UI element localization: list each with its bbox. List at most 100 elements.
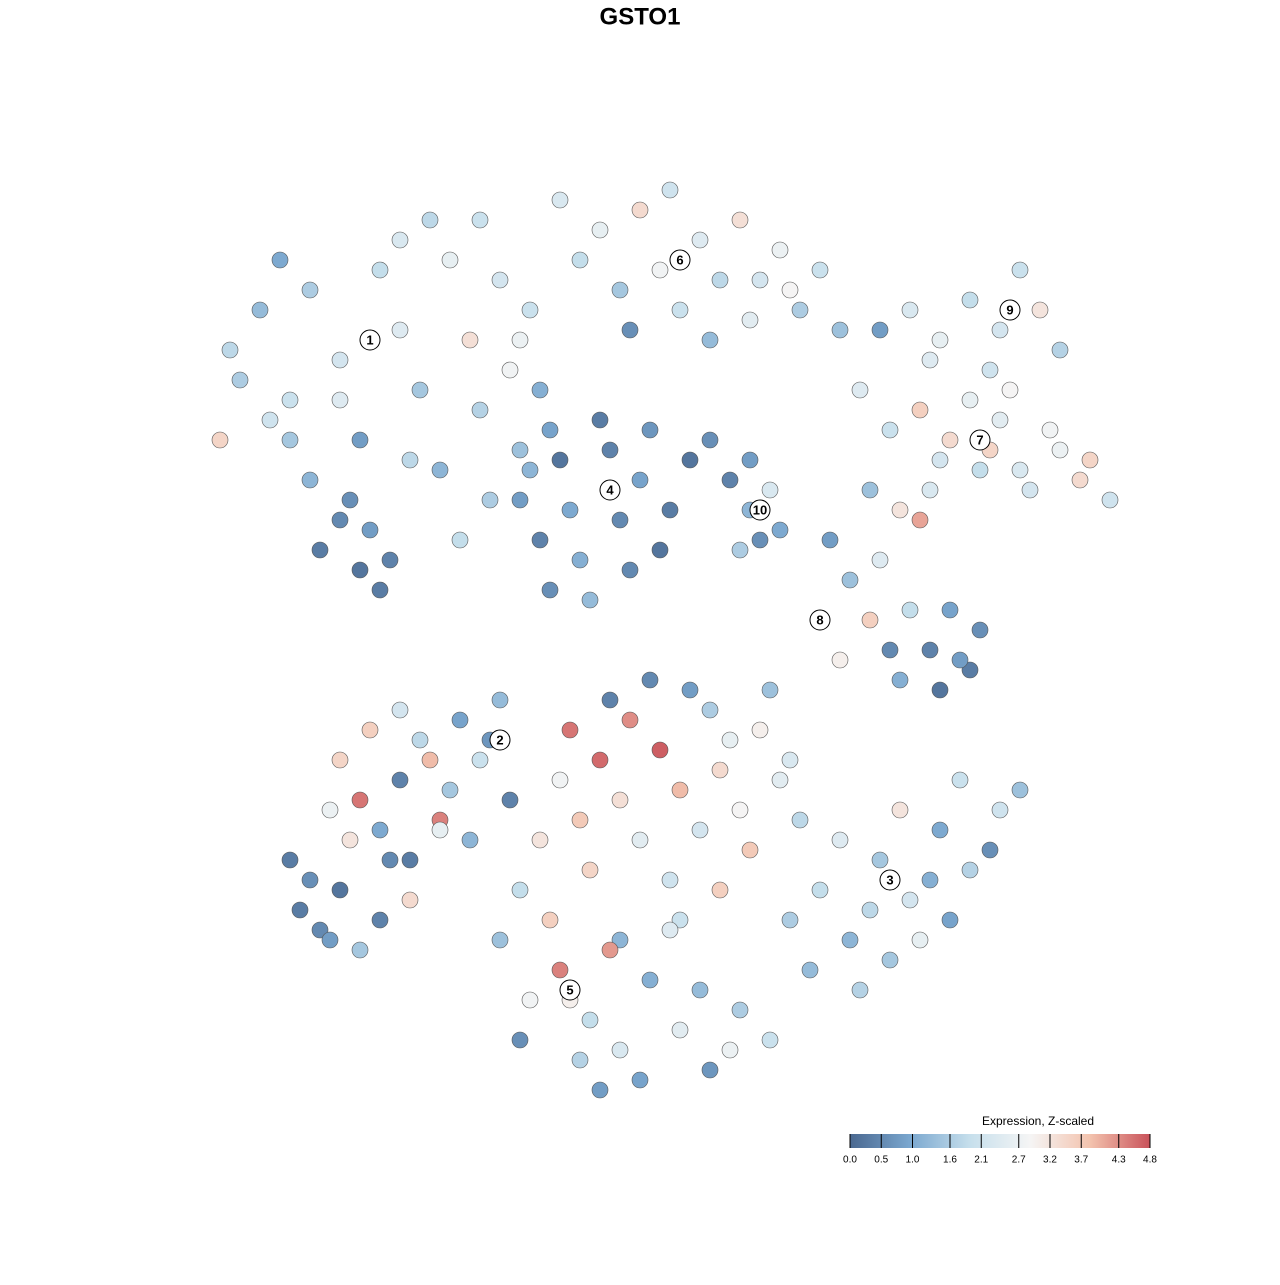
cell-point [741, 311, 759, 329]
cell-point [571, 551, 589, 569]
cell-point [931, 681, 949, 699]
cell-point [521, 461, 539, 479]
colorbar-tick-label: 3.7 [1074, 1155, 1088, 1166]
cell-point [521, 991, 539, 1009]
cell-point [721, 731, 739, 749]
cell-point [261, 411, 279, 429]
cell-point [211, 431, 229, 449]
cell-point [391, 231, 409, 249]
cell-point [441, 251, 459, 269]
cluster-label-text: 6 [676, 252, 683, 267]
cell-point [961, 661, 979, 679]
cluster-label-text: 5 [566, 982, 573, 997]
cell-point [641, 971, 659, 989]
cluster-badge [359, 329, 381, 351]
cell-point [421, 211, 439, 229]
cell-point [361, 721, 379, 739]
cell-point [731, 1001, 749, 1019]
cell-point [721, 1041, 739, 1059]
cell-point [991, 411, 1009, 429]
cell-point [931, 821, 949, 839]
cell-point [561, 721, 579, 739]
cell-point [911, 511, 929, 529]
cell-point [941, 601, 959, 619]
cell-point [611, 511, 629, 529]
cell-point [831, 831, 849, 849]
cell-point [341, 831, 359, 849]
cell-point [691, 821, 709, 839]
colorbar-tick-label: 0.0 [843, 1155, 857, 1166]
cell-point [711, 271, 729, 289]
cell-point [271, 251, 289, 269]
colorbar-tick-label: 0.5 [874, 1155, 888, 1166]
cell-point [581, 861, 599, 879]
cell-point [381, 851, 399, 869]
cell-point [511, 1031, 529, 1049]
cell-point [881, 951, 899, 969]
cell-point [951, 651, 969, 669]
cell-point [491, 691, 509, 709]
cell-point [841, 931, 859, 949]
cell-point [861, 611, 879, 629]
cell-point [491, 931, 509, 949]
cell-point [401, 851, 419, 869]
cell-point [801, 961, 819, 979]
cluster-label: 6 [669, 249, 691, 271]
cell-point [541, 911, 559, 929]
cell-point [281, 391, 299, 409]
cluster-badge [809, 609, 831, 631]
cell-point [581, 591, 599, 609]
cluster-badge [999, 299, 1021, 321]
cell-point [981, 841, 999, 859]
cell-point [301, 871, 319, 889]
cluster-badge [749, 499, 771, 521]
cell-point [701, 431, 719, 449]
cell-point [411, 381, 429, 399]
cell-point [311, 541, 329, 559]
cell-point [381, 551, 399, 569]
cell-point [711, 761, 729, 779]
cluster-label: 5 [559, 979, 581, 1001]
cluster-badge [489, 729, 511, 751]
cell-point [451, 711, 469, 729]
cell-point [861, 901, 879, 919]
cell-point [751, 531, 769, 549]
cell-point [761, 1031, 779, 1049]
cell-point [1051, 341, 1069, 359]
cell-point [521, 301, 539, 319]
cell-point [401, 451, 419, 469]
cluster-badge [969, 429, 991, 451]
cluster-badge [559, 979, 581, 1001]
cell-point [691, 981, 709, 999]
cell-point [991, 321, 1009, 339]
cell-point [1011, 261, 1029, 279]
cell-point [391, 321, 409, 339]
cell-point [351, 431, 369, 449]
cell-point [551, 451, 569, 469]
cell-point [611, 931, 629, 949]
cell-point [901, 601, 919, 619]
cell-point [651, 541, 669, 559]
cluster-label: 2 [489, 729, 511, 751]
cell-point [301, 471, 319, 489]
cell-point [661, 871, 679, 889]
cell-point [371, 261, 389, 279]
cluster-badge [669, 249, 691, 271]
cell-point [901, 891, 919, 909]
cell-point [331, 351, 349, 369]
cell-point [421, 751, 439, 769]
colorbar-tick-label: 4.8 [1143, 1155, 1157, 1166]
cell-point [841, 571, 859, 589]
cell-point [741, 841, 759, 859]
cell-point [681, 451, 699, 469]
cell-point [911, 931, 929, 949]
cluster-label: 7 [969, 429, 991, 451]
cell-point [611, 1041, 629, 1059]
cell-point [631, 471, 649, 489]
cell-point [671, 1021, 689, 1039]
cell-point [501, 791, 519, 809]
cell-point [581, 1011, 599, 1029]
chart-title: GSTO1 [600, 3, 681, 30]
cell-point [621, 321, 639, 339]
cell-point [1021, 481, 1039, 499]
